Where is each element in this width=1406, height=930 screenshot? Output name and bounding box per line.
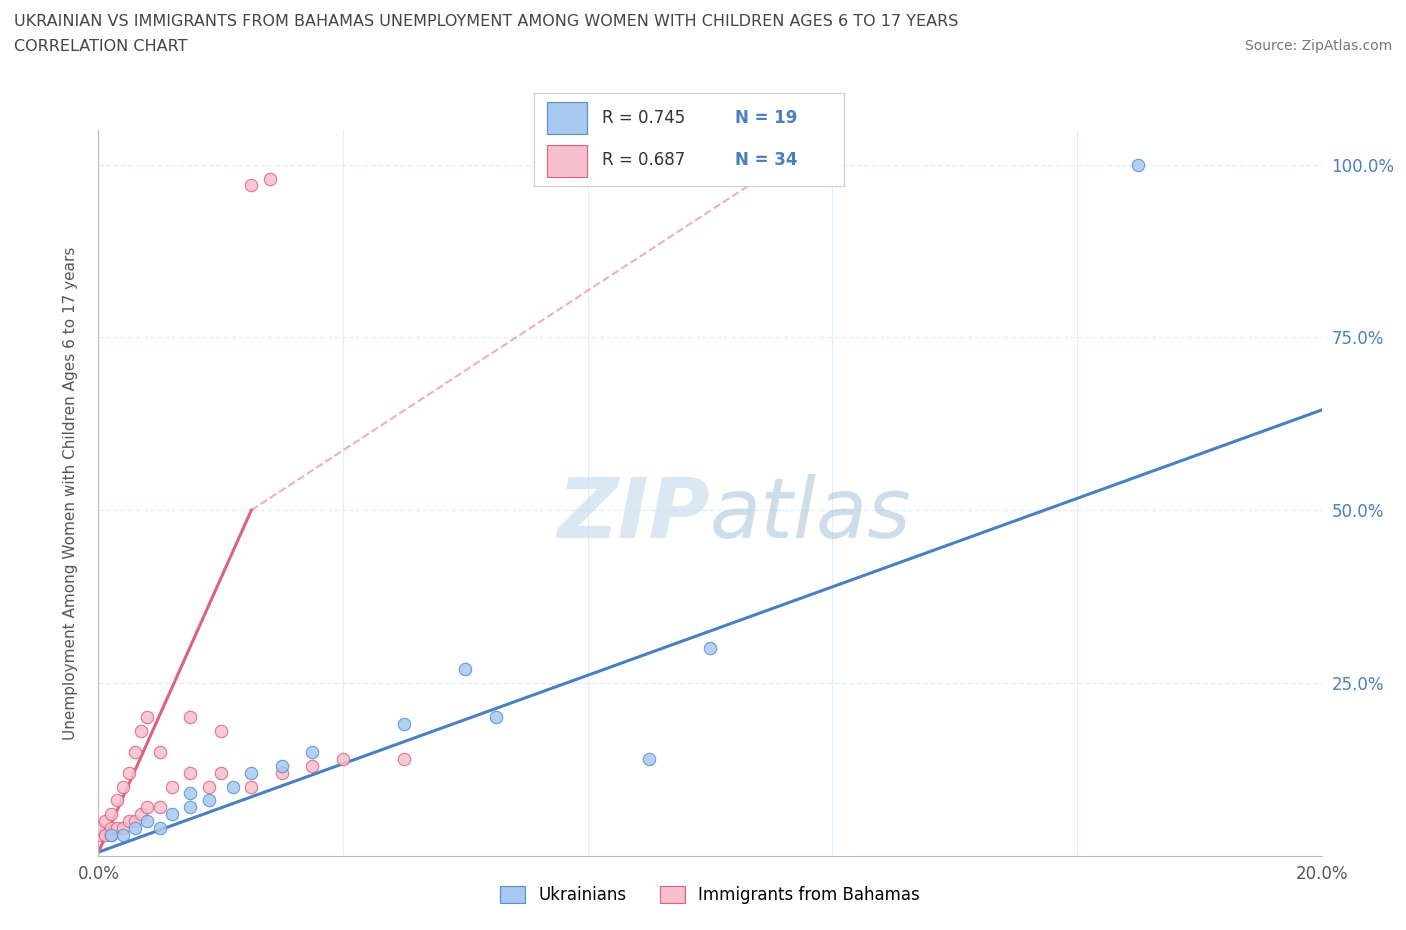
Point <box>100 820 122 835</box>
Point <box>222 779 245 794</box>
Point <box>160 806 183 821</box>
Text: CORRELATION CHART: CORRELATION CHART <box>14 39 187 54</box>
Point <box>93 828 115 843</box>
Point <box>209 765 232 780</box>
Point <box>270 765 292 780</box>
Point <box>93 814 115 829</box>
Legend: Ukrainians, Immigrants from Bahamas: Ukrainians, Immigrants from Bahamas <box>492 878 928 912</box>
FancyBboxPatch shape <box>547 102 586 134</box>
Point <box>100 806 122 821</box>
Point <box>197 779 219 794</box>
Point <box>240 779 263 794</box>
Point <box>111 828 134 843</box>
Point <box>87 820 110 835</box>
Text: R = 0.687: R = 0.687 <box>602 151 686 169</box>
Point <box>301 758 323 773</box>
Point <box>197 793 219 808</box>
FancyBboxPatch shape <box>547 145 586 177</box>
Point <box>301 745 323 760</box>
Point <box>332 751 354 766</box>
Point <box>485 710 508 724</box>
Point <box>179 710 201 724</box>
Point <box>136 710 159 724</box>
Point <box>149 745 172 760</box>
Point <box>270 758 292 773</box>
Text: atlas: atlas <box>710 474 911 555</box>
Point <box>392 751 416 766</box>
Y-axis label: Unemployment Among Women with Children Ages 6 to 17 years: Unemployment Among Women with Children A… <box>63 246 77 739</box>
Point <box>637 751 661 766</box>
Point <box>124 745 146 760</box>
Point <box>179 800 201 815</box>
Point <box>240 765 263 780</box>
Point <box>1128 157 1150 172</box>
Point <box>100 828 122 843</box>
Point <box>160 779 183 794</box>
Point <box>129 806 152 821</box>
Point <box>699 641 721 656</box>
Point <box>100 828 122 843</box>
Point <box>105 793 128 808</box>
Point <box>111 779 134 794</box>
Point <box>259 171 281 186</box>
Point <box>454 661 477 676</box>
Point <box>118 814 141 829</box>
Point <box>179 765 201 780</box>
Point <box>124 820 146 835</box>
Point <box>124 814 146 829</box>
Point <box>179 786 201 801</box>
Text: N = 34: N = 34 <box>735 151 797 169</box>
Point <box>149 820 172 835</box>
Text: UKRAINIAN VS IMMIGRANTS FROM BAHAMAS UNEMPLOYMENT AMONG WOMEN WITH CHILDREN AGES: UKRAINIAN VS IMMIGRANTS FROM BAHAMAS UNE… <box>14 14 959 29</box>
Point <box>111 820 134 835</box>
Point <box>136 800 159 815</box>
Text: N = 19: N = 19 <box>735 109 797 127</box>
Point <box>240 178 263 193</box>
Point <box>118 765 141 780</box>
Point <box>149 800 172 815</box>
Point <box>136 814 159 829</box>
Point <box>105 820 128 835</box>
Text: Source: ZipAtlas.com: Source: ZipAtlas.com <box>1244 39 1392 53</box>
Point <box>209 724 232 738</box>
Point <box>129 724 152 738</box>
Text: ZIP: ZIP <box>557 474 710 555</box>
Point <box>87 828 110 843</box>
Point <box>392 717 416 732</box>
Text: R = 0.745: R = 0.745 <box>602 109 686 127</box>
